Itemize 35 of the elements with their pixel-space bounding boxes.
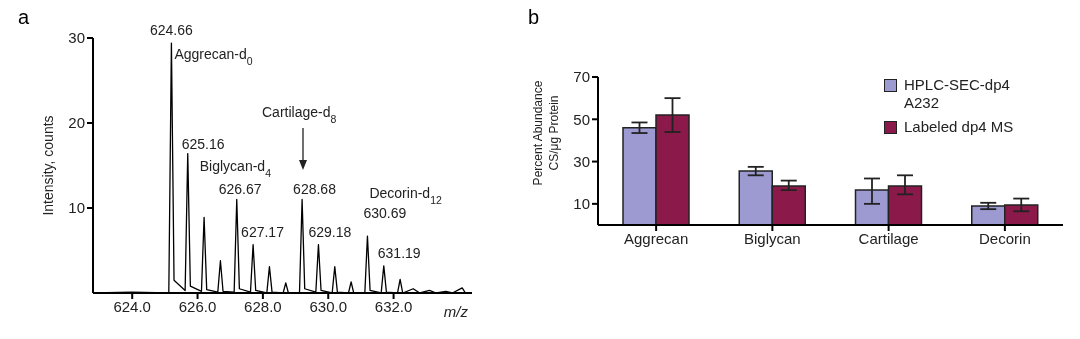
y-tick-label: 20 <box>68 114 85 132</box>
annotation: Biglycan-d$_{4}$ <box>199 157 272 179</box>
x-tick-label: Decorin <box>979 229 1031 247</box>
legend-label: HPLC-SEC-dp4 A232 <box>904 76 1011 112</box>
annotation: 625.16 <box>181 135 225 152</box>
annotation: Aggrecan-d$_{0}$ <box>174 46 253 68</box>
chart-title: b <box>528 6 540 29</box>
annotation: Cartilage-d$_{8}$ <box>262 104 337 125</box>
y-tick-label: 30 <box>573 152 590 170</box>
y-tick-label: 10 <box>68 199 85 217</box>
x-tick-label: 632.0 <box>374 297 413 315</box>
annotation: 631.19 <box>377 244 421 261</box>
y-axis-title: Intensity, counts <box>40 115 56 216</box>
x-tick-label: 628.0 <box>244 297 282 315</box>
y-axis-title: Percent Abundance CS/μg Protein <box>531 80 561 186</box>
annotation: 628.68 <box>293 180 337 197</box>
annotation: 627.17 <box>241 223 285 240</box>
legend-label: Labeled dp4 MS <box>904 118 1015 136</box>
x-tick-label: 626.0 <box>178 297 217 315</box>
y-tick-label: 30 <box>68 29 85 47</box>
annotation: 629.18 <box>308 223 352 240</box>
x-tick-label: Biglycan <box>744 229 801 247</box>
x-tick-label: Cartilage <box>858 229 919 247</box>
annotation: 624.66 <box>150 22 194 39</box>
annotation: 626.67 <box>218 180 262 197</box>
y-tick-label: 70 <box>573 68 590 86</box>
x-tick-label: 630.0 <box>309 297 348 315</box>
y-tick-label: 10 <box>573 195 590 213</box>
annotation: Decorin-d$_{12}$ <box>369 185 442 207</box>
x-axis-title: m/z <box>443 303 469 320</box>
x-tick-label: Aggrecan <box>624 229 689 247</box>
chart-title: a <box>18 6 30 29</box>
x-tick-label: 624.0 <box>113 297 151 315</box>
annotation: 630.69 <box>363 205 407 222</box>
y-tick-label: 50 <box>573 110 590 128</box>
